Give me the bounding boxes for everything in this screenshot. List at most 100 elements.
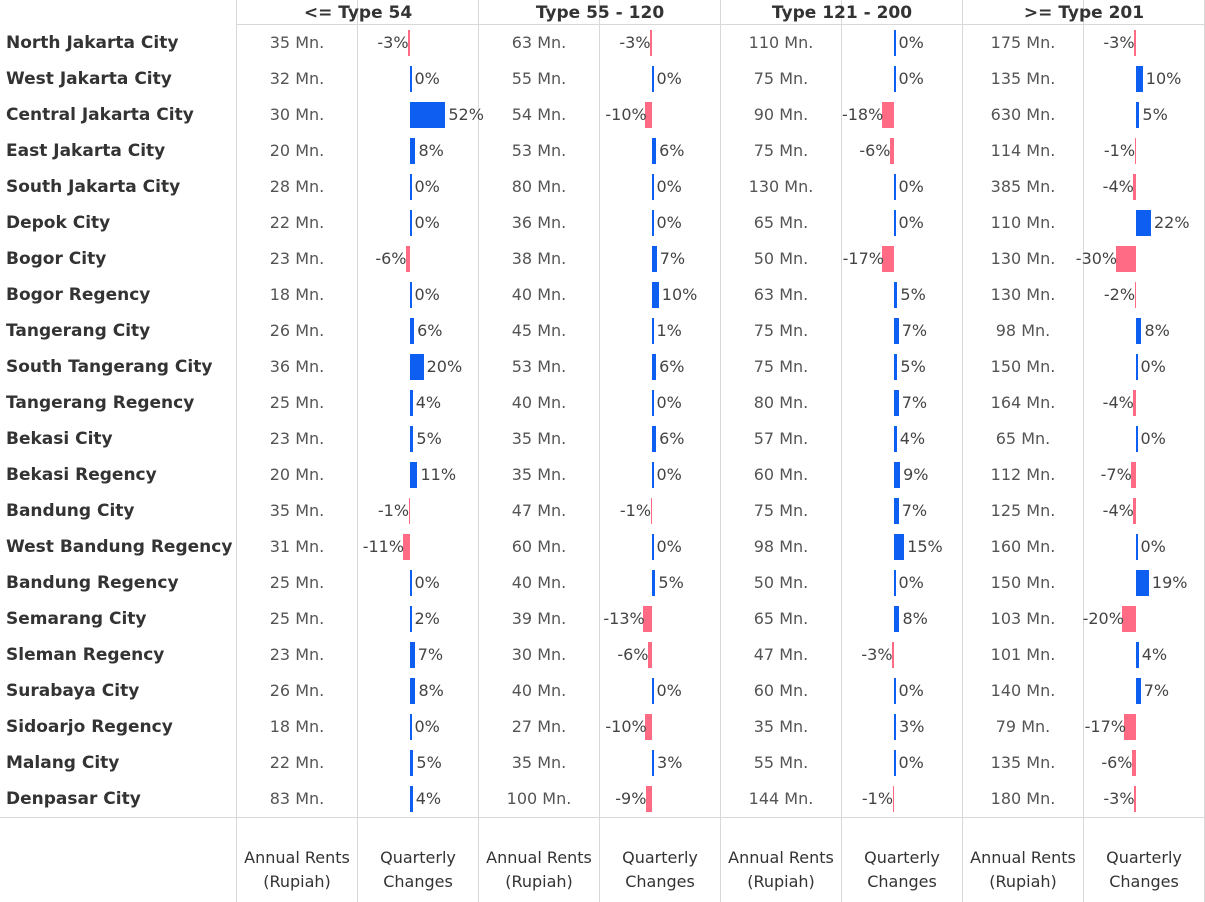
city-label: Tangerang City bbox=[6, 321, 151, 341]
change-bar bbox=[652, 210, 654, 236]
annual-rent-value: 40 Mn. bbox=[511, 573, 567, 592]
change-label: 1% bbox=[656, 321, 682, 340]
change-label: -18% bbox=[841, 105, 884, 124]
annual-rent-value: 23 Mn. bbox=[269, 249, 325, 268]
change-bar bbox=[894, 534, 905, 560]
change-bar bbox=[652, 390, 654, 416]
change-label: 0% bbox=[1140, 429, 1166, 448]
change-bar bbox=[652, 570, 656, 596]
change-label: 0% bbox=[1140, 537, 1166, 556]
change-label: -10% bbox=[605, 105, 647, 124]
change-bar bbox=[410, 138, 416, 164]
annual-rent-value: 35 Mn. bbox=[269, 33, 325, 52]
annual-rent-value: 22 Mn. bbox=[269, 753, 325, 772]
change-bar bbox=[1136, 426, 1138, 452]
annual-rent-value: 25 Mn. bbox=[269, 573, 325, 592]
change-bar bbox=[407, 30, 410, 56]
annual-rent-value: 630 Mn. bbox=[990, 105, 1056, 124]
city-label: Bekasi Regency bbox=[6, 465, 157, 485]
change-label: -6% bbox=[859, 141, 891, 160]
change-bar bbox=[410, 462, 418, 488]
change-bar bbox=[1136, 642, 1139, 668]
annual-rent-value: 98 Mn. bbox=[995, 321, 1051, 340]
change-bar bbox=[652, 534, 654, 560]
group-header: <= Type 54 bbox=[303, 3, 413, 23]
change-bar bbox=[410, 318, 415, 344]
change-label: 4% bbox=[415, 789, 442, 808]
change-label: 7% bbox=[417, 645, 444, 664]
change-label: -9% bbox=[615, 789, 647, 808]
change-label: 0% bbox=[414, 717, 440, 736]
change-bar bbox=[652, 750, 655, 776]
annual-rent-value: 20 Mn. bbox=[269, 465, 325, 484]
change-label: 7% bbox=[901, 501, 928, 520]
change-bar bbox=[894, 498, 899, 524]
grid-vline bbox=[478, 0, 479, 902]
annual-rent-value: 63 Mn. bbox=[753, 285, 809, 304]
annual-rent-value: 65 Mn. bbox=[753, 213, 809, 232]
change-bar bbox=[649, 30, 652, 56]
annual-rent-value: 75 Mn. bbox=[753, 501, 809, 520]
footer-annual-rents-line1: Annual Rents bbox=[970, 848, 1076, 867]
annual-rent-value: 35 Mn. bbox=[753, 717, 809, 736]
change-label: 0% bbox=[414, 573, 440, 592]
change-bar bbox=[881, 102, 894, 128]
annual-rent-value: 25 Mn. bbox=[269, 609, 325, 628]
footer-annual-rents: Annual Rents (Rupiah) bbox=[237, 846, 357, 894]
annual-rent-value: 47 Mn. bbox=[511, 501, 567, 520]
annual-rent-value: 39 Mn. bbox=[511, 609, 567, 628]
change-label: 4% bbox=[1141, 645, 1168, 664]
annual-rent-value: 160 Mn. bbox=[990, 537, 1056, 556]
change-label: -4% bbox=[1102, 501, 1134, 520]
city-label: West Jakarta City bbox=[6, 69, 172, 89]
change-label: 0% bbox=[898, 69, 924, 88]
change-bar bbox=[894, 714, 897, 740]
footer-annual-rents-line1: Annual Rents bbox=[244, 848, 350, 867]
annual-rent-value: 55 Mn. bbox=[753, 753, 809, 772]
annual-rent-value: 140 Mn. bbox=[990, 681, 1056, 700]
change-bar bbox=[410, 102, 446, 128]
annual-rent-value: 175 Mn. bbox=[990, 33, 1056, 52]
annual-rent-value: 26 Mn. bbox=[269, 321, 325, 340]
annual-rent-value: 75 Mn. bbox=[753, 321, 809, 340]
annual-rent-value: 98 Mn. bbox=[753, 537, 809, 556]
group-header: >= Type 201 bbox=[1023, 3, 1145, 23]
change-bar bbox=[894, 354, 898, 380]
change-label: 5% bbox=[416, 753, 442, 772]
change-label: -17% bbox=[842, 249, 884, 268]
change-label: -1% bbox=[377, 501, 410, 520]
change-label: 9% bbox=[903, 465, 929, 484]
change-label: 0% bbox=[898, 33, 924, 52]
footer-quarterly-changes-line1: Quarterly bbox=[380, 848, 456, 867]
change-label: 5% bbox=[900, 357, 926, 376]
change-label: 0% bbox=[414, 69, 440, 88]
change-label: -11% bbox=[362, 537, 405, 556]
annual-rent-value: 65 Mn. bbox=[753, 609, 809, 628]
change-label: 0% bbox=[898, 213, 924, 232]
annual-rent-value: 130 Mn. bbox=[990, 249, 1056, 268]
change-bar bbox=[1133, 786, 1136, 812]
annual-rent-value: 23 Mn. bbox=[269, 429, 325, 448]
change-label: -6% bbox=[375, 249, 407, 268]
change-bar bbox=[1131, 462, 1136, 488]
change-bar bbox=[1124, 714, 1136, 740]
annual-rent-value: 80 Mn. bbox=[511, 177, 567, 196]
annual-rent-value: 63 Mn. bbox=[511, 33, 567, 52]
annual-rent-value: 65 Mn. bbox=[995, 429, 1051, 448]
change-bar bbox=[410, 210, 412, 236]
footer-quarterly-changes-line2: Changes bbox=[625, 872, 695, 891]
change-bar bbox=[894, 426, 897, 452]
city-label: Bekasi City bbox=[6, 429, 113, 449]
annual-rent-value: 130 Mn. bbox=[748, 177, 814, 196]
annual-rent-value: 35 Mn. bbox=[269, 501, 325, 520]
change-bar bbox=[1133, 390, 1136, 416]
annual-rent-value: 75 Mn. bbox=[753, 69, 809, 88]
change-bar bbox=[645, 786, 652, 812]
annual-rent-value: 150 Mn. bbox=[990, 357, 1056, 376]
annual-rent-value: 83 Mn. bbox=[269, 789, 325, 808]
footer-quarterly-changes-line1: Quarterly bbox=[622, 848, 698, 867]
annual-rent-value: 53 Mn. bbox=[511, 357, 567, 376]
change-label: 22% bbox=[1153, 213, 1190, 232]
city-label: Bandung City bbox=[6, 501, 135, 521]
annual-rent-value: 50 Mn. bbox=[753, 573, 809, 592]
